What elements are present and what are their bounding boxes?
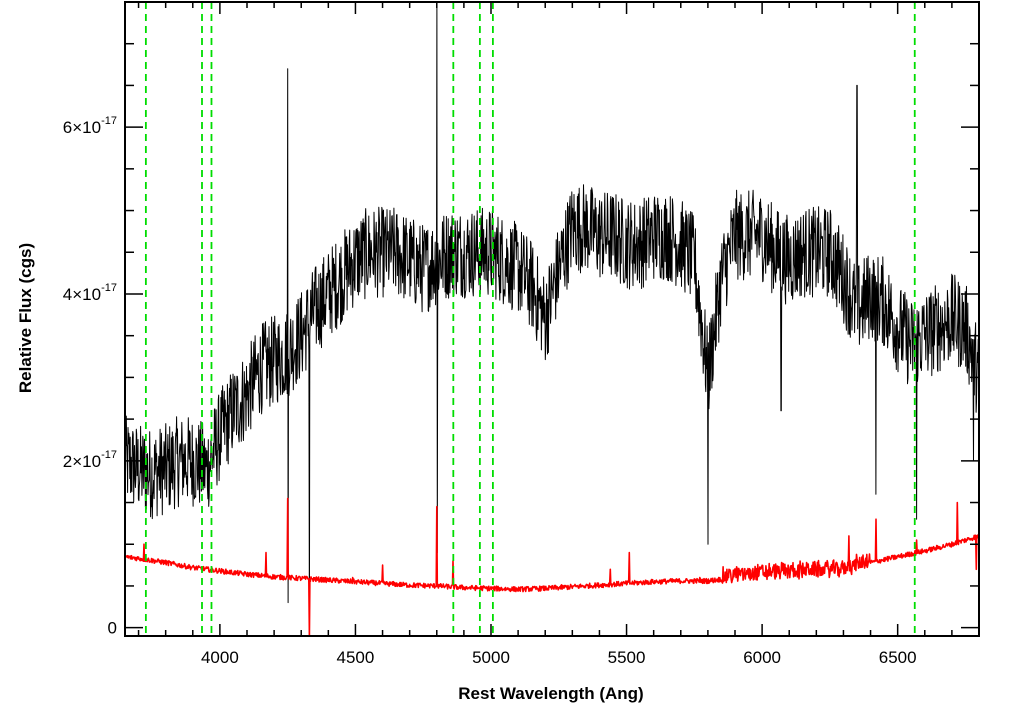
y-tick-mantissa: 6×10 <box>63 118 101 137</box>
x-tick-label: 6500 <box>879 648 917 667</box>
x-tick-label: 4000 <box>201 648 239 667</box>
y-tick-exponent: -17 <box>101 449 117 461</box>
y-tick-label: 6×10-17 <box>63 115 117 137</box>
x-tick-label: 5500 <box>608 648 646 667</box>
series-line-2 <box>125 497 979 636</box>
series-line-1 <box>125 2 979 636</box>
y-tick-exponent: -17 <box>101 282 117 294</box>
plot-frame <box>124 1 980 637</box>
plot-area: 4000 4500 5000 5500 6000 650002×10-174×10-176… <box>63 1 980 667</box>
x-axis-title: Rest Wavelength (Ang) <box>458 684 643 703</box>
y-tick-label: 2×10-17 <box>63 449 117 471</box>
y-tick-exponent: -17 <box>101 115 117 127</box>
x-tick-label: 5000 <box>472 648 510 667</box>
y-tick-label: 0 <box>108 619 117 638</box>
x-tick-label: 6000 <box>743 648 781 667</box>
y-axis-title: Relative Flux (cgs) <box>16 243 35 393</box>
y-tick-mantissa: 4×10 <box>63 285 101 304</box>
x-tick-label: 4500 <box>337 648 375 667</box>
y-tick-label: 4×10-17 <box>63 282 117 304</box>
data-layer <box>125 2 979 636</box>
y-tick-mantissa: 2×10 <box>63 452 101 471</box>
